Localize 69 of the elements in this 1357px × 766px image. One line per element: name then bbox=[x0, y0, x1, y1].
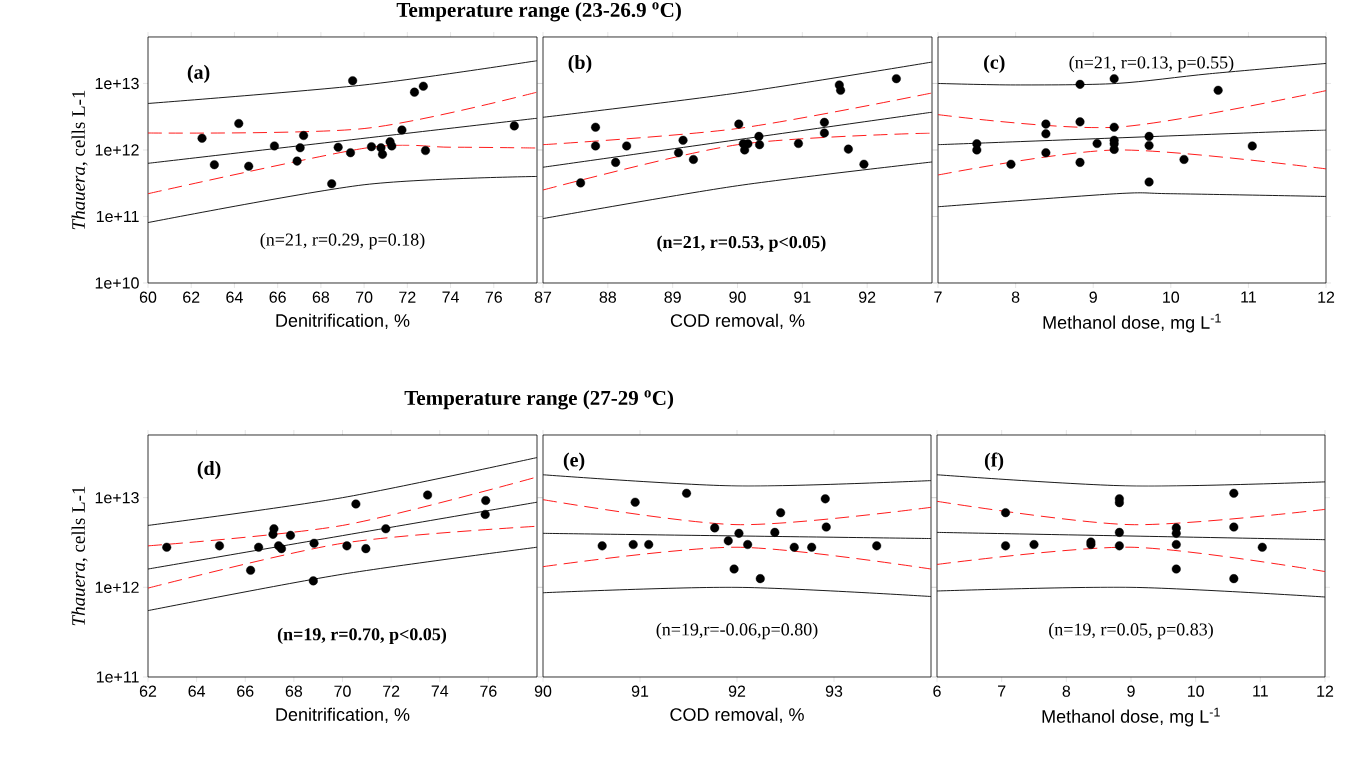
annotation: (n=21, r=0.13, p=0.55) bbox=[1069, 55, 1234, 73]
x-tick-label: 87 bbox=[534, 291, 552, 303]
y-tick-label: 1e+12 bbox=[95, 581, 139, 593]
y-tick-label: 1e+13 bbox=[95, 492, 139, 504]
x-tick-label: 11 bbox=[1253, 685, 1268, 697]
x-axis-title: Methanol dose, mg L$^{-1}$ bbox=[1043, 313, 1221, 333]
x-tick-label: 70 bbox=[334, 685, 351, 697]
x-tick-label: 9 bbox=[1127, 685, 1135, 697]
x-tick-label: 62 bbox=[139, 685, 157, 697]
annotation: (c) bbox=[984, 54, 1005, 74]
x-tick-label: 93 bbox=[825, 685, 843, 697]
annotation: (d) bbox=[197, 461, 221, 480]
x-tick-label: 74 bbox=[442, 291, 459, 303]
x-tick-label: 92 bbox=[728, 685, 746, 697]
y-tick-label: 1e+13 bbox=[95, 77, 139, 90]
chart-title: Temperature range (23-26.9 $^{o}$C) bbox=[396, 2, 681, 22]
x-tick-label: 12 bbox=[1317, 685, 1334, 697]
x-tick-label: 66 bbox=[269, 291, 286, 303]
x-tick-label: 90 bbox=[534, 685, 552, 697]
annotation: (n=21, r=0.53, p<0.05) bbox=[657, 235, 826, 252]
x-tick-label: 76 bbox=[480, 685, 497, 697]
x-tick-label: 74 bbox=[431, 685, 449, 697]
annotation: (b) bbox=[568, 54, 592, 74]
x-tick-label: 9 bbox=[1089, 291, 1097, 303]
chart-title: Temperature range (27-29 $^{o}$C) bbox=[404, 390, 674, 410]
x-tick-label: 92 bbox=[859, 291, 876, 303]
x-tick-label: 64 bbox=[226, 291, 243, 303]
y-tick-label: 1e+10 bbox=[95, 277, 139, 289]
annotation: (n=19, r=0.05, p=0.83) bbox=[1049, 622, 1213, 640]
annotation: (e) bbox=[563, 452, 585, 471]
x-tick-label: 68 bbox=[285, 685, 303, 697]
x-tick-label: 8 bbox=[1011, 291, 1020, 303]
y-axis-title: Thauera, cells L-1 bbox=[71, 486, 88, 626]
x-tick-label: 6 bbox=[933, 685, 941, 697]
x-tick-label: 10 bbox=[1163, 291, 1180, 303]
annotation: (n=19, r=0.70, p<0.05) bbox=[277, 627, 447, 644]
annotation: (f) bbox=[984, 452, 1004, 471]
x-axis-title: Denitrification, % bbox=[276, 313, 410, 330]
x-tick-label: 72 bbox=[399, 291, 416, 303]
x-tick-label: 91 bbox=[631, 685, 649, 697]
x-tick-label: 72 bbox=[383, 685, 400, 697]
x-axis-title: Denitrification, % bbox=[276, 707, 410, 724]
x-axis-title: COD removal, % bbox=[670, 313, 805, 330]
x-tick-label: 7 bbox=[934, 291, 942, 303]
y-axis-title: Thauera, cells L-1 bbox=[71, 90, 88, 230]
x-tick-label: 70 bbox=[356, 291, 373, 303]
x-tick-label: 90 bbox=[729, 291, 746, 303]
x-tick-label: 62 bbox=[183, 291, 200, 303]
y-tick-label: 1e+11 bbox=[96, 671, 139, 683]
x-tick-label: 88 bbox=[599, 291, 617, 303]
x-tick-label: 66 bbox=[237, 685, 254, 697]
x-axis-title: Methanol dose, mg L$^{-1}$ bbox=[1042, 707, 1220, 727]
x-tick-label: 64 bbox=[188, 685, 206, 697]
annotation: (a) bbox=[187, 64, 210, 83]
x-tick-label: 91 bbox=[794, 291, 811, 303]
x-tick-label: 8 bbox=[1062, 685, 1071, 697]
x-tick-label: 68 bbox=[312, 291, 330, 303]
x-axis-title: COD removal, % bbox=[670, 707, 804, 724]
x-tick-label: 10 bbox=[1188, 685, 1204, 697]
annotation: (n=21, r=0.29, p=0.18) bbox=[260, 233, 425, 250]
x-tick-label: 76 bbox=[485, 291, 502, 303]
y-tick-label: 1e+12 bbox=[95, 144, 139, 156]
x-tick-label: 7 bbox=[998, 685, 1006, 697]
y-tick-label: 1e+11 bbox=[96, 210, 139, 223]
x-tick-label: 11 bbox=[1241, 291, 1256, 303]
x-tick-label: 60 bbox=[139, 291, 157, 303]
annotation: (n=19,r=-0.06,p=0.80) bbox=[656, 622, 818, 640]
x-tick-label: 89 bbox=[664, 291, 681, 303]
x-tick-label: 12 bbox=[1318, 291, 1335, 303]
